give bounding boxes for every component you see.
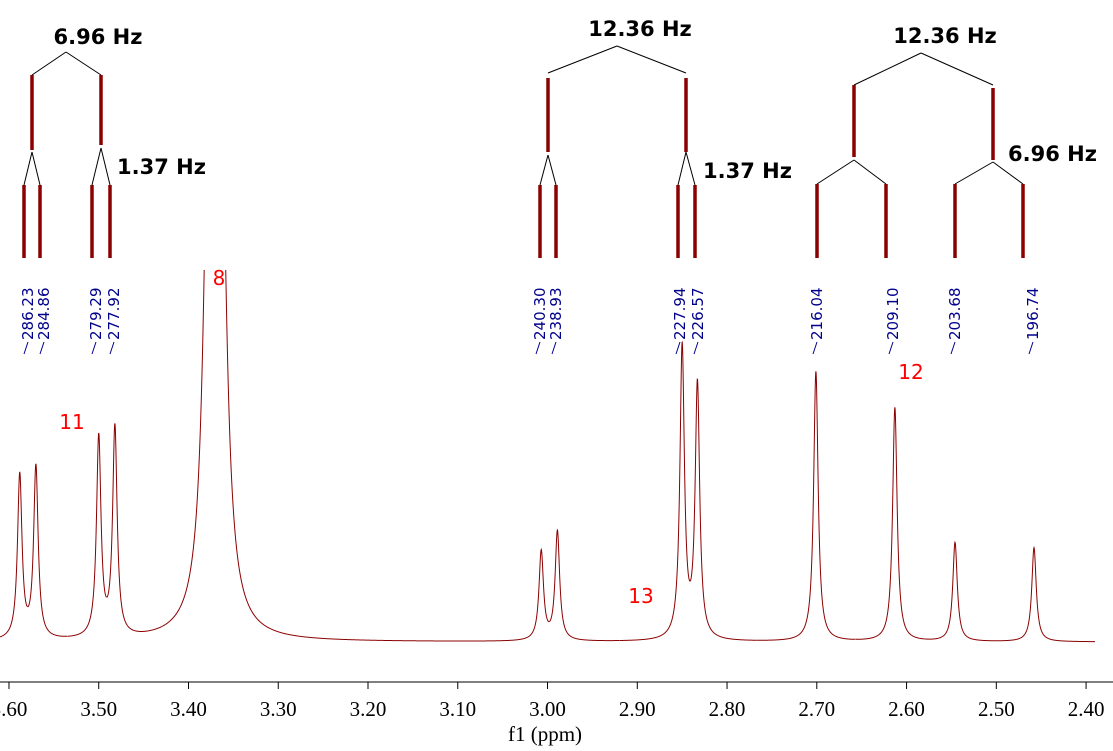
peak [381,547,550,642]
x-tick-label: 3.10 [439,697,476,721]
peak-label: 226.57 [689,288,707,341]
peak [756,371,856,641]
x-tick-label: 2.40 [1068,697,1105,721]
coupling-label: 12.36 Hz [893,24,997,48]
peak-label: 209.10 [884,288,902,341]
multiplet-label: 12 [898,360,923,384]
peak-label: 216.04 [808,288,826,341]
coupling-trees [22,45,1025,258]
peak-label: 203.68 [946,288,964,341]
peak-label: 240.30 [531,288,549,341]
coupling-label: 12.36 Hz [588,17,692,41]
x-tick-label: 2.60 [888,697,925,721]
coupling-label: 1.37 Hz [117,155,206,179]
peak [549,528,620,642]
peak [994,545,1096,643]
x-tick-label: 3.30 [260,697,297,721]
peak-label-connector [812,341,818,355]
peak-label: 284.86 [35,288,53,341]
coupling-label: 1.37 Hz [703,159,792,183]
x-tick-label: 2.90 [619,697,656,721]
peak-label-connector [950,341,956,355]
x-tick-label: 3.40 [170,697,207,721]
x-tick-label: 3.60 [0,697,27,721]
coupling-label: 6.96 Hz [54,25,143,49]
peak-label-connector [23,341,29,355]
peak [27,463,68,637]
peak [0,471,28,638]
peak [67,432,107,637]
peak-label-connector [535,341,541,355]
peak-label-connector [1028,341,1034,355]
peak-label: 196.74 [1024,288,1042,341]
peak-label-connector [551,341,557,355]
x-axis-label: f1 (ppm) [508,722,582,746]
peak [619,340,691,641]
x-tick-label: 2.70 [798,697,835,721]
peak-label: 238.93 [547,288,565,341]
peak-label-connector [675,341,681,355]
x-tick-label: 3.00 [529,697,566,721]
spectrum [0,270,1096,643]
peak-label: 227.94 [671,288,689,341]
peak [855,407,925,640]
multiplet-label: 11 [59,410,84,434]
peak [106,423,163,632]
x-tick-label: 2.80 [709,697,746,721]
peak-label-connector [693,341,699,355]
peak [689,378,757,641]
multiplet-label: 8 [213,266,226,290]
x-tick-label: 3.20 [350,697,387,721]
peak [225,270,381,641]
peak-label: 277.92 [105,288,123,341]
peak-label: 279.29 [87,288,105,341]
multiplet-label: 13 [628,584,653,608]
peak-label: 286.23 [19,288,37,341]
peak-label-connector [39,341,45,355]
peak [161,270,205,627]
peak [924,540,995,642]
peak-label-connector [888,341,894,355]
x-tick-label: 2.50 [978,697,1015,721]
coupling-label: 6.96 Hz [1008,142,1097,166]
x-tick-label: 3.50 [80,697,117,721]
peak-label-connector [91,341,97,355]
peak-label-connector [109,341,115,355]
